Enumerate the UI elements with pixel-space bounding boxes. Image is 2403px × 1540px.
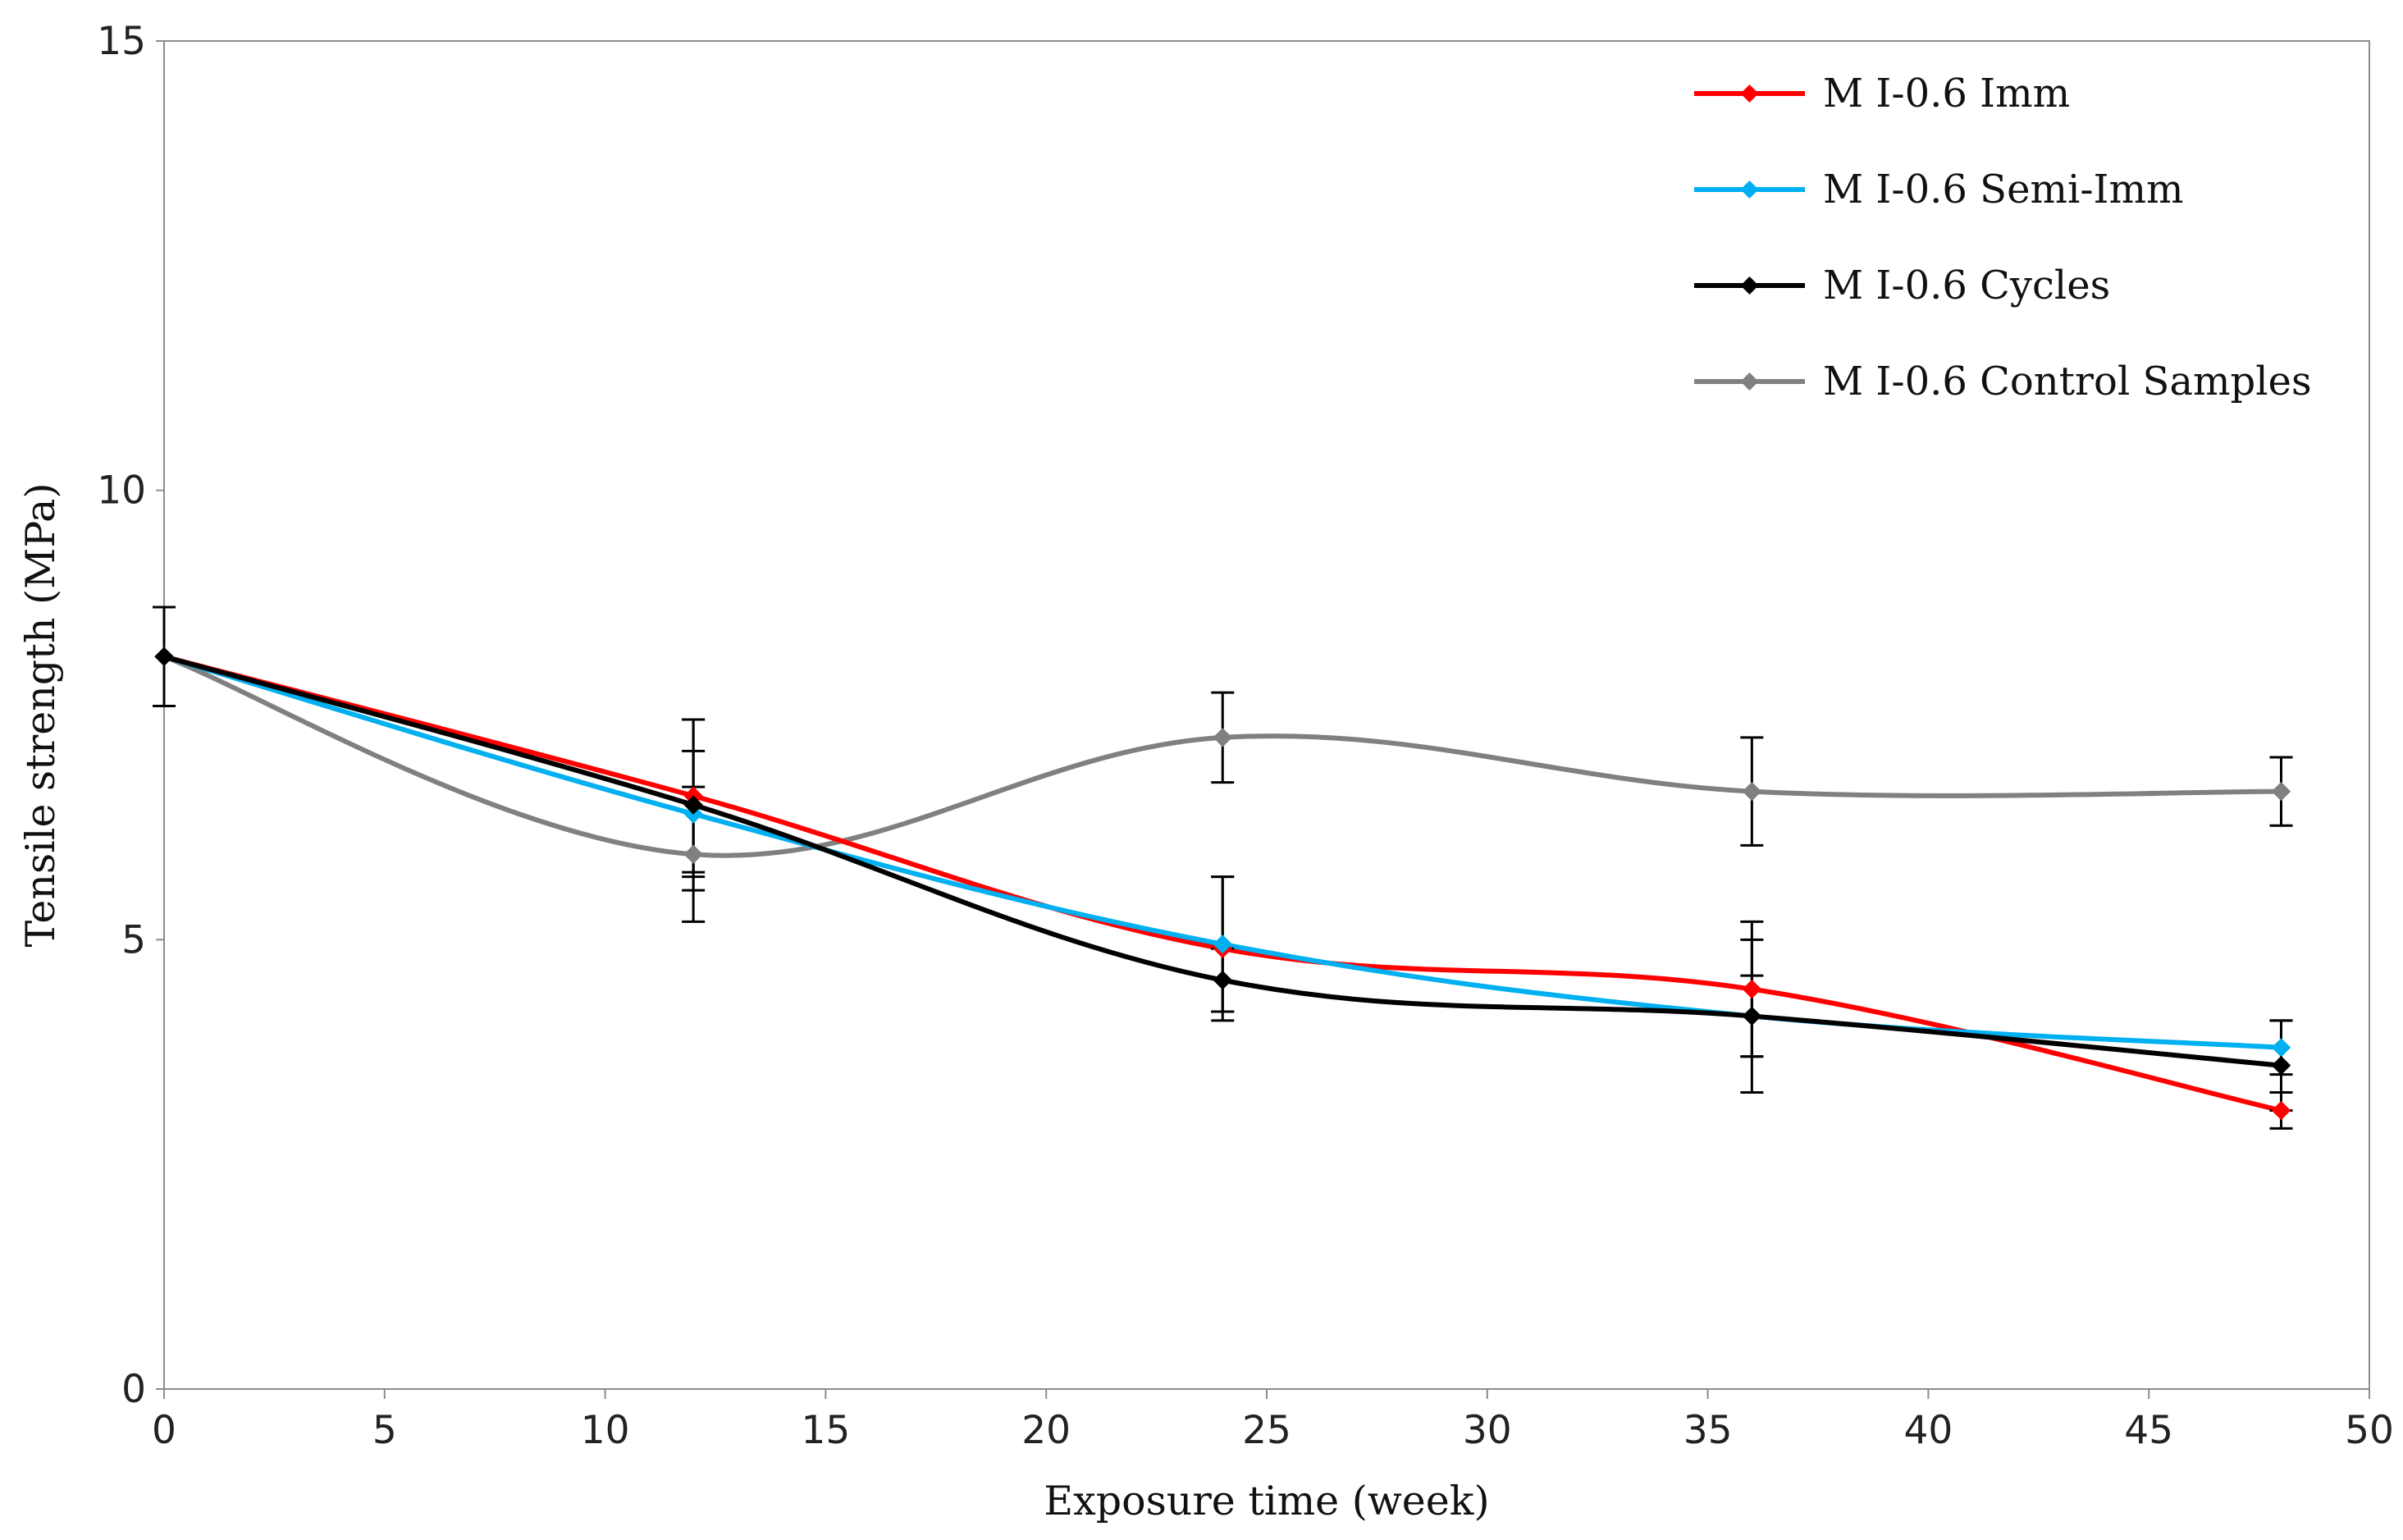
x-tick-label: 0 (152, 1408, 176, 1453)
x-axis: 0 5 10 15 20 25 30 35 40 45 50 (152, 1389, 2394, 1453)
data-point (1742, 1006, 1762, 1026)
x-tick-label: 35 (1683, 1408, 1733, 1453)
data-point (1742, 781, 1762, 802)
legend-label: M I-0.6 Imm (1823, 71, 2070, 117)
x-axis-title: Exposure time (week) (1044, 1478, 1489, 1524)
data-point (1213, 728, 1232, 747)
x-tick-label: 10 (581, 1408, 630, 1453)
x-tick-label: 30 (1463, 1408, 1512, 1453)
legend: M I-0.6 Imm M I-0.6 Semi-Imm M I-0.6 Cycle… (1694, 71, 2312, 404)
y-tick-label: 10 (97, 468, 146, 514)
data-point (683, 795, 703, 815)
data-point (2271, 1100, 2291, 1121)
legend-item: M I-0.6 Semi-Imm (1694, 167, 2184, 212)
legend-label: M I-0.6 Semi-Imm (1823, 167, 2184, 212)
legend-marker (1740, 181, 1759, 199)
series-layer (153, 605, 2293, 1130)
error-bars-0 (153, 605, 2293, 1130)
legend-marker (1740, 276, 1759, 295)
legend-item: M I-0.6 Imm (1694, 71, 2070, 117)
legend-marker (1740, 372, 1759, 391)
y-tick-label: 5 (121, 917, 146, 962)
data-point (1742, 979, 1762, 999)
data-point (1213, 970, 1232, 990)
data-point (2271, 1055, 2291, 1076)
legend-item: M I-0.6 Cycles (1694, 263, 2110, 308)
x-tick-label: 25 (1242, 1408, 1291, 1453)
plot-area (163, 40, 2370, 1390)
error-bars-3 (153, 605, 2293, 923)
x-tick-label: 20 (1021, 1408, 1071, 1453)
data-point (2271, 1038, 2291, 1058)
x-tick-label: 45 (2124, 1408, 2173, 1453)
x-tick-label: 5 (372, 1408, 397, 1453)
legend-item: M I-0.6 Control Samples (1694, 359, 2312, 404)
data-point (2271, 781, 2291, 802)
y-axis-title: Tensile strength (MPa) (17, 483, 64, 948)
data-point (683, 844, 703, 864)
legend-label: M I-0.6 Control Samples (1823, 359, 2312, 404)
y-axis: 0 5 10 15 (97, 19, 164, 1412)
data-point (154, 647, 174, 667)
x-tick-label: 50 (2345, 1408, 2394, 1453)
x-tick-label: 15 (801, 1408, 850, 1453)
markers-2 (154, 647, 2291, 1076)
data-point (1213, 935, 1232, 954)
y-tick-label: 15 (97, 19, 146, 64)
y-tick-label: 0 (121, 1367, 146, 1412)
legend-label: M I-0.6 Cycles (1823, 263, 2110, 308)
x-tick-label: 40 (1903, 1408, 1953, 1453)
legend-marker (1740, 85, 1759, 103)
